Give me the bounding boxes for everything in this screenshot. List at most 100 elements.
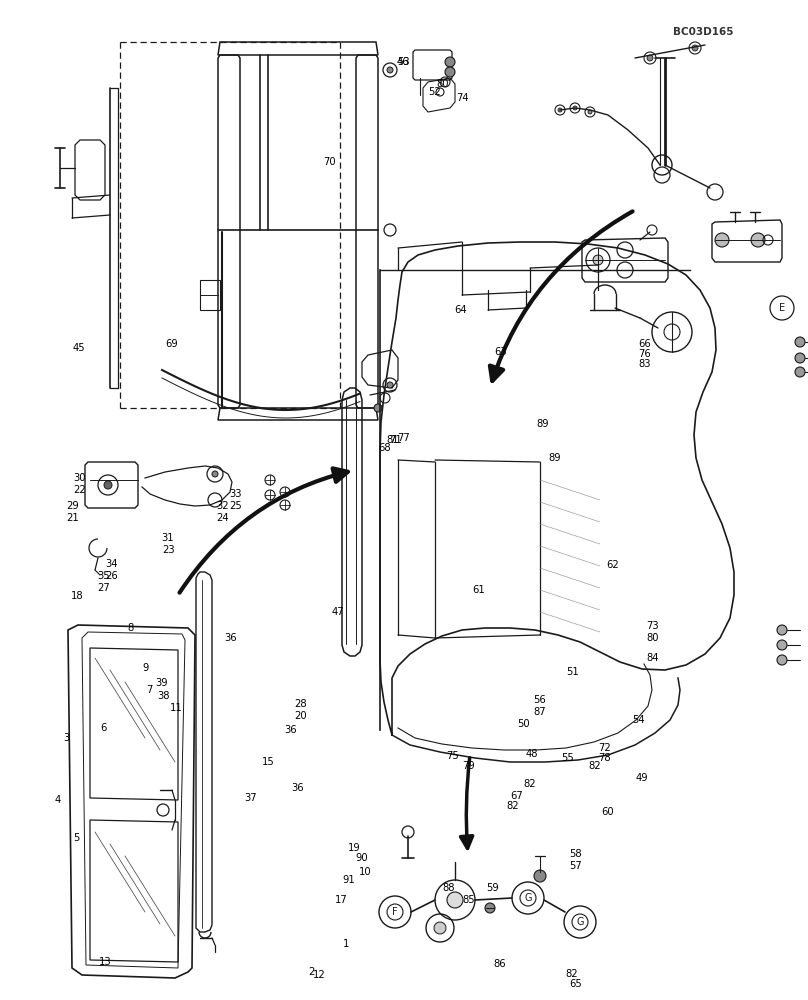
Text: 45: 45	[73, 343, 86, 353]
Text: 89: 89	[537, 419, 549, 429]
Text: 30: 30	[73, 473, 86, 483]
Text: 82: 82	[506, 801, 519, 811]
Text: 73: 73	[646, 621, 659, 631]
Text: 28: 28	[294, 699, 307, 709]
Text: 76: 76	[638, 349, 651, 359]
Text: 13: 13	[99, 957, 112, 967]
Circle shape	[573, 106, 577, 110]
Text: 62: 62	[606, 560, 619, 570]
Text: 58: 58	[569, 849, 582, 859]
Text: 9: 9	[142, 663, 149, 673]
Circle shape	[212, 471, 218, 477]
Text: 63: 63	[494, 347, 507, 357]
Text: 33: 33	[229, 489, 242, 499]
Text: 91: 91	[343, 875, 356, 885]
Text: 70: 70	[323, 157, 336, 167]
Text: 88: 88	[442, 883, 455, 893]
Text: 48: 48	[525, 749, 538, 759]
Text: 89: 89	[548, 453, 561, 463]
Text: 24: 24	[216, 513, 229, 523]
Bar	[200, 280, 220, 310]
Circle shape	[447, 892, 463, 908]
Text: 11: 11	[170, 703, 183, 713]
Text: 80: 80	[646, 633, 659, 643]
Circle shape	[777, 625, 787, 635]
Text: 29: 29	[66, 501, 79, 511]
Text: 61: 61	[472, 585, 485, 595]
Text: 36: 36	[291, 783, 304, 793]
Text: 15: 15	[262, 757, 275, 767]
Text: 49: 49	[636, 773, 649, 783]
Circle shape	[387, 382, 393, 388]
Circle shape	[795, 337, 805, 347]
Circle shape	[374, 404, 382, 412]
Text: 38: 38	[157, 691, 170, 701]
Text: 36: 36	[224, 633, 237, 643]
Text: 50: 50	[517, 719, 530, 729]
Text: 78: 78	[598, 753, 611, 763]
Text: 1: 1	[343, 939, 349, 949]
Text: 60: 60	[601, 807, 614, 817]
Circle shape	[777, 655, 787, 665]
Text: 17: 17	[335, 895, 347, 905]
Text: 36: 36	[284, 725, 297, 735]
Text: 20: 20	[294, 711, 307, 721]
Text: F: F	[392, 907, 398, 917]
Circle shape	[387, 67, 393, 73]
Text: 3: 3	[63, 733, 69, 743]
Text: E: E	[779, 303, 785, 313]
Text: 35: 35	[97, 571, 110, 581]
Text: G: G	[576, 917, 583, 927]
Text: 25: 25	[229, 501, 242, 511]
Text: BC03D165: BC03D165	[673, 27, 733, 37]
Text: 59: 59	[486, 883, 499, 893]
Text: 56: 56	[533, 695, 546, 705]
Text: 6: 6	[100, 723, 107, 733]
Text: 31: 31	[162, 533, 175, 543]
Circle shape	[104, 481, 112, 489]
Text: 55: 55	[561, 753, 574, 763]
Text: 19: 19	[347, 843, 360, 853]
Text: 87: 87	[533, 707, 546, 717]
Text: 85: 85	[462, 895, 475, 905]
Text: 52: 52	[428, 87, 441, 97]
Text: 46: 46	[396, 57, 409, 67]
Text: G: G	[524, 893, 532, 903]
Circle shape	[534, 870, 546, 882]
Text: 84: 84	[646, 653, 659, 663]
Text: 18: 18	[71, 591, 84, 601]
Text: 21: 21	[66, 513, 79, 523]
Text: 71: 71	[389, 435, 402, 445]
Text: 86: 86	[493, 959, 506, 969]
Text: 64: 64	[454, 305, 467, 315]
Circle shape	[692, 45, 698, 51]
Text: 22: 22	[73, 485, 86, 495]
Text: 54: 54	[632, 715, 645, 725]
Text: 39: 39	[155, 678, 168, 688]
Text: 67: 67	[511, 791, 524, 801]
Text: 47: 47	[331, 607, 344, 617]
Text: 23: 23	[162, 545, 175, 555]
Text: 82: 82	[588, 761, 601, 771]
Circle shape	[795, 353, 805, 363]
Text: 82: 82	[566, 969, 579, 979]
Circle shape	[777, 640, 787, 650]
Text: 66: 66	[638, 339, 651, 349]
Text: 69: 69	[165, 339, 178, 349]
Text: 53: 53	[398, 57, 410, 67]
Text: 57: 57	[569, 861, 582, 871]
Circle shape	[445, 67, 455, 77]
Circle shape	[593, 255, 603, 265]
Text: 10: 10	[359, 867, 372, 877]
Text: 80: 80	[436, 79, 449, 89]
Circle shape	[485, 903, 495, 913]
Text: 79: 79	[462, 761, 475, 771]
Circle shape	[715, 233, 729, 247]
Text: 74: 74	[456, 93, 469, 103]
Text: 26: 26	[105, 571, 118, 581]
Text: 32: 32	[216, 501, 229, 511]
Text: 83: 83	[638, 359, 651, 369]
Text: 51: 51	[566, 667, 579, 677]
Text: 75: 75	[446, 751, 459, 761]
Circle shape	[795, 367, 805, 377]
